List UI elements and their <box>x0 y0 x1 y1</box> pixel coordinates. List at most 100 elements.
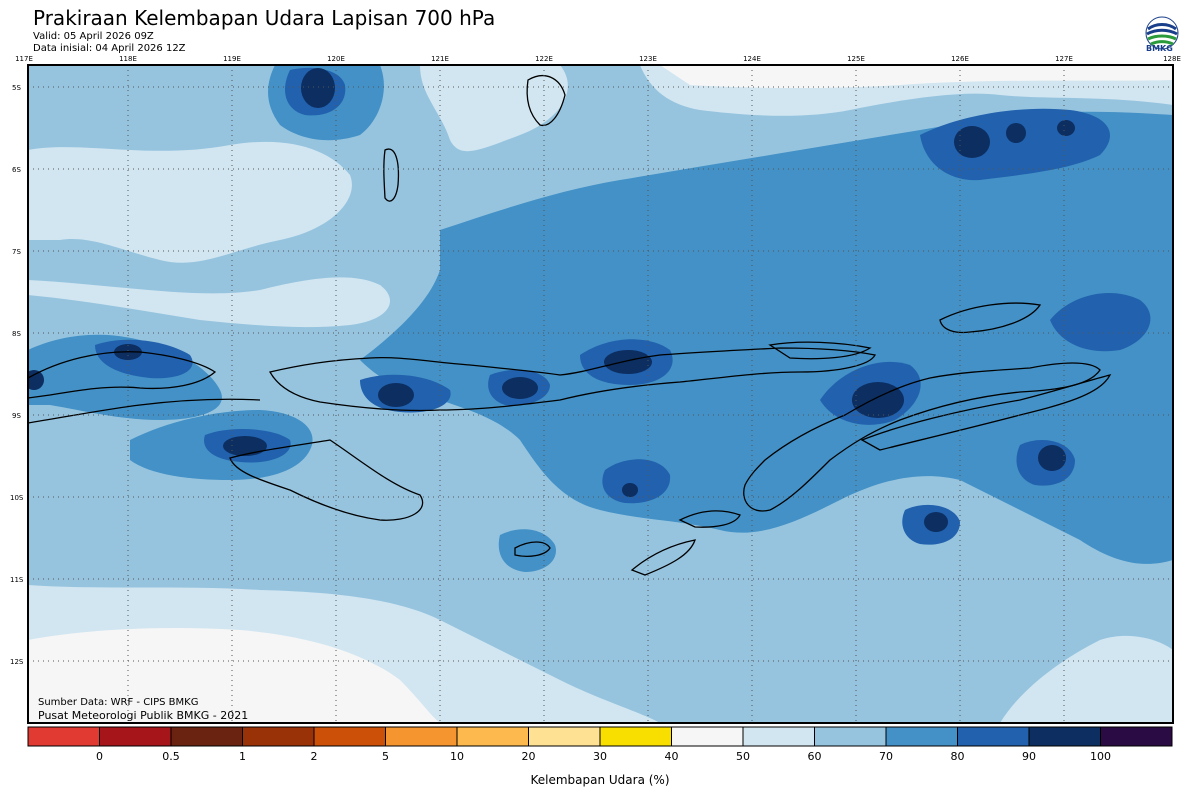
lat-tick-label: 12S <box>10 658 24 666</box>
logo-text: BMKG <box>1146 44 1173 53</box>
lat-tick-label: 11S <box>10 576 24 584</box>
valid-time: Valid: 05 April 2026 09Z <box>33 31 154 42</box>
colorbar-swatch <box>27 726 100 747</box>
lon-tick-label: 122E <box>535 55 553 63</box>
colorbar-swatch <box>313 726 386 747</box>
field-90-100-sumba <box>223 436 267 456</box>
coast-se-line <box>860 374 1112 451</box>
colorbar-label: 90 <box>1022 750 1036 763</box>
colorbar-swatch <box>742 726 815 747</box>
field-40-50-ne <box>660 65 1173 89</box>
field-90-100-sumbawa <box>378 383 414 407</box>
coast-east-island <box>939 302 1042 334</box>
lat-tick-label: 6S <box>12 166 21 174</box>
lat-tick-label: 7S <box>12 248 21 256</box>
colorbar-swatch <box>671 726 744 747</box>
colorbar-label: 70 <box>879 750 893 763</box>
colorbar-label: 5 <box>382 750 389 763</box>
colorbar-swatch <box>599 726 672 747</box>
coast-north-islands <box>526 75 566 127</box>
lon-tick-label: 124E <box>743 55 761 63</box>
field-90-100-west2 <box>28 370 44 390</box>
colorbar-label: 20 <box>521 750 536 763</box>
bmkg-logo-icon <box>1145 16 1179 50</box>
field-90-100-north <box>301 68 335 108</box>
coast-sulawesi <box>383 148 400 202</box>
lon-tick-label: 125E <box>847 55 865 63</box>
coastlines <box>28 75 1112 576</box>
colorbar-label: 10 <box>450 750 464 763</box>
lat-tick-label: 10S <box>10 494 24 502</box>
field-90-100-ne-3 <box>1057 120 1075 136</box>
field-90-100-sawu <box>622 483 638 497</box>
field-70-80-island <box>498 529 556 572</box>
field-40-50-south <box>28 628 440 723</box>
field-50-60-north <box>28 141 352 263</box>
lat-tick-label: 9S <box>12 412 21 420</box>
colorbar-label: 30 <box>593 750 607 763</box>
map-frame <box>27 64 1174 724</box>
colorbar-swatch <box>170 726 243 747</box>
data-source: Sumber Data: WRF - CIPS BMKG <box>38 697 199 708</box>
colorbar-label: 40 <box>664 750 679 763</box>
coast-timor <box>743 362 1101 512</box>
field-90-100-se <box>924 512 948 532</box>
field-80-90-sawu <box>602 459 671 504</box>
field-90-100-ne-2 <box>1006 123 1026 143</box>
organization: Pusat Meteorologi Publik BMKG - 2021 <box>38 709 249 722</box>
field-50-60-west <box>28 277 390 328</box>
field-90-100-east2 <box>1038 445 1066 471</box>
coast-west-bali <box>28 351 217 399</box>
colorbar-swatch <box>385 726 458 747</box>
colorbar-title: Kelembapan Udara (%) <box>530 773 670 787</box>
field-50-60-se <box>1000 635 1173 723</box>
coast-small-south <box>630 539 696 576</box>
colorbar-label: 100 <box>1090 750 1111 763</box>
lon-tick-label: 117E <box>15 55 33 63</box>
lon-tick-label: 127E <box>1055 55 1073 63</box>
lon-tick-label: 118E <box>119 55 137 63</box>
init-time: Data inisial: 04 April 2026 12Z <box>33 43 186 54</box>
lon-tick-label: 126E <box>951 55 969 63</box>
coast-sumbawa-lombok <box>269 347 876 412</box>
colorbar-swatch <box>456 726 529 747</box>
coast-rote <box>678 510 741 528</box>
coast-wetar <box>768 341 872 360</box>
field-90-100-timor <box>852 382 904 418</box>
colorbar-swatch <box>814 726 887 747</box>
field-90-100-lombok <box>502 377 538 399</box>
map-title: Prakiraan Kelembapan Udara Lapisan 700 h… <box>33 6 496 30</box>
coast-sawu <box>514 541 551 557</box>
lon-tick-label: 123E <box>639 55 657 63</box>
coast-sw-line <box>28 398 261 424</box>
colorbar-label: 50 <box>736 750 750 763</box>
gridlines <box>28 65 1173 723</box>
colorbar-swatch <box>1100 726 1173 747</box>
field-90-100-flores <box>604 350 652 374</box>
field-70-80-central <box>360 111 1173 564</box>
colorbar-swatch <box>242 726 315 747</box>
field-80-90-east <box>1050 292 1151 352</box>
lon-tick-label: 121E <box>431 55 449 63</box>
coast-sumba <box>229 439 424 521</box>
colorbar-label: 80 <box>950 750 965 763</box>
colorbar <box>27 726 1173 747</box>
lat-tick-label: 5S <box>12 84 21 92</box>
colorbar-label: 2 <box>310 750 318 763</box>
colorbar-swatch <box>1028 726 1101 747</box>
lat-tick-label: 8S <box>12 330 21 338</box>
lon-tick-label: 120E <box>327 55 345 63</box>
lon-tick-label: 119E <box>223 55 241 63</box>
field-50-60-northcenter <box>420 65 568 152</box>
colorbar-swatch <box>528 726 601 747</box>
colorbar-label: 1 <box>239 750 246 763</box>
colorbar-label: 0 <box>96 750 103 763</box>
lon-tick-label: 128E <box>1163 55 1181 63</box>
colorbar-swatch <box>957 726 1030 747</box>
colorbar-label: 0.5 <box>162 750 180 763</box>
colorbar-swatch <box>885 726 958 747</box>
humidity-field <box>28 65 1173 723</box>
colorbar-swatch <box>99 726 172 747</box>
field-90-100-ne-1 <box>954 126 990 158</box>
